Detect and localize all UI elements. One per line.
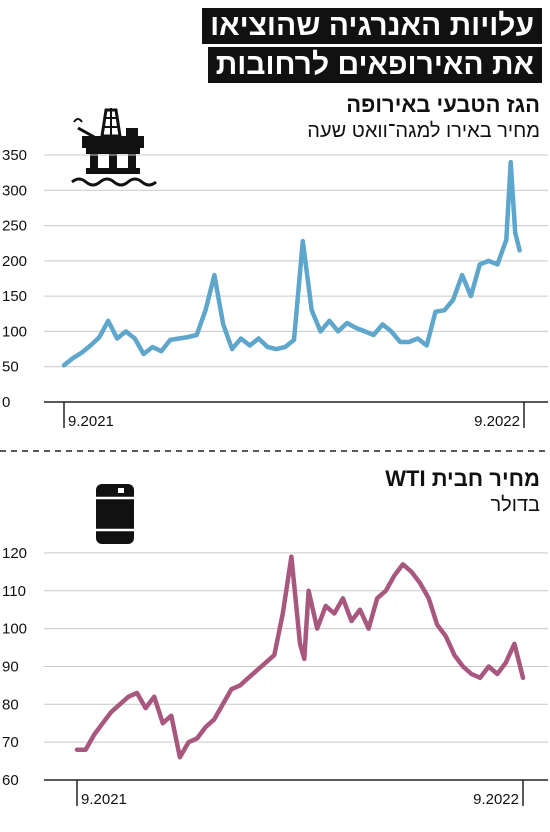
oil-chart-subtitle: בדולר [490, 494, 540, 516]
oil-y-tick-label: 120 [2, 545, 27, 562]
gas-x-tick-label: 9.2021 [68, 413, 114, 430]
gas-x-tick-label: 9.2022 [474, 413, 520, 430]
gas-y-tick-label: 250 [2, 218, 27, 235]
gas-chart: 0 50 100 150 200 250 300 350 9.2021 9.2022 [2, 147, 548, 430]
oil-x-tick-label: 9.2022 [473, 791, 519, 808]
gas-y-tick-label: 300 [2, 182, 27, 199]
gas-series-line [61, 159, 522, 368]
oil-chart-title: מחיר חבית WTI [385, 466, 540, 491]
oil-rig-icon [71, 108, 157, 187]
oil-y-tick-label: 70 [2, 734, 19, 751]
oil-x-tick-label: 9.2021 [81, 791, 127, 808]
gas-y-tick-label: 150 [2, 288, 27, 305]
gas-y-tick-label: 50 [2, 359, 19, 376]
oil-y-tick-label: 110 [2, 583, 26, 600]
oil-y-tick-label: 80 [2, 696, 19, 713]
gas-y-tick-label: 100 [2, 323, 27, 340]
oil-y-tick-label: 60 [2, 772, 19, 789]
oil-chart: 60 70 80 90 100 110 120 9.2021 9.2022 [2, 545, 548, 808]
gas-y-tick-label: 0 [2, 394, 10, 411]
oil-y-tick-label: 90 [2, 658, 19, 675]
oil-series-line [74, 554, 526, 760]
main-title-line-1: עלויות האנרגיה שהוציאו [202, 8, 542, 44]
oil-barrel-icon [96, 484, 134, 544]
chart-title-block: עלויות האנרגיה שהוציאו את האירופאים לרחו… [150, 8, 542, 86]
gas-y-tick-label: 200 [2, 253, 27, 270]
main-title-line-2: את האירופאים לרחובות [207, 47, 542, 83]
gas-chart-title: הגז הטבעי באירופה [346, 92, 540, 117]
gas-chart-subtitle: מחיר באירו למגה־וואט שעה [307, 120, 540, 142]
gas-y-tick-label: 350 [2, 147, 27, 164]
oil-y-tick-label: 100 [2, 621, 27, 638]
